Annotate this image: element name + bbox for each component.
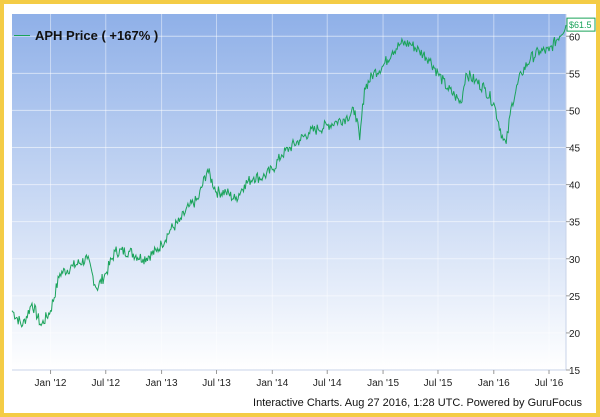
x-tick-label: Jul '12 bbox=[91, 378, 120, 389]
x-axis: Jan '12 Jul '12 Jan '13 Jul '13 Jan '14 Jul '… bbox=[12, 369, 566, 389]
y-tick-label: 45 bbox=[569, 144, 581, 155]
y-tick-label: 15 bbox=[569, 366, 581, 377]
y-tick-label: 20 bbox=[569, 329, 581, 340]
x-tick-label: Jan '16 bbox=[478, 378, 510, 389]
y-tick-label: 50 bbox=[569, 106, 581, 117]
legend-swatch bbox=[14, 35, 30, 36]
y-tick-label: 60 bbox=[569, 32, 581, 43]
y-tick-label: 35 bbox=[569, 218, 581, 229]
legend[interactable]: APH Price ( +167% ) bbox=[14, 28, 158, 43]
last-value-text: $61.5 bbox=[569, 20, 592, 30]
x-tick-label: Jul '13 bbox=[202, 378, 231, 389]
plot-area bbox=[12, 14, 566, 370]
last-value-label: $61.5 bbox=[566, 17, 596, 32]
x-tick-label: Jul '16 bbox=[535, 378, 564, 389]
y-axis: 15 20 25 30 35 40 45 50 55 60 bbox=[565, 14, 581, 377]
footer-credit: Interactive Charts. Aug 27 2016, 1:28 UT… bbox=[253, 397, 582, 409]
series-line bbox=[11, 24, 567, 328]
x-tick-label: Jul '14 bbox=[313, 378, 342, 389]
x-tick-label: Jan '12 bbox=[35, 378, 67, 389]
x-tick-label: Jan '15 bbox=[367, 378, 399, 389]
x-tick-label: Jan '14 bbox=[256, 378, 288, 389]
x-tick-label: Jan '13 bbox=[146, 378, 178, 389]
y-tick-label: 40 bbox=[569, 181, 581, 192]
legend-label: APH Price ( +167% ) bbox=[35, 28, 159, 43]
y-tick-label: 55 bbox=[569, 69, 581, 80]
y-tick-label: 25 bbox=[569, 292, 581, 303]
y-tick-label: 30 bbox=[569, 255, 581, 266]
x-tick-label: Jul '15 bbox=[424, 378, 453, 389]
